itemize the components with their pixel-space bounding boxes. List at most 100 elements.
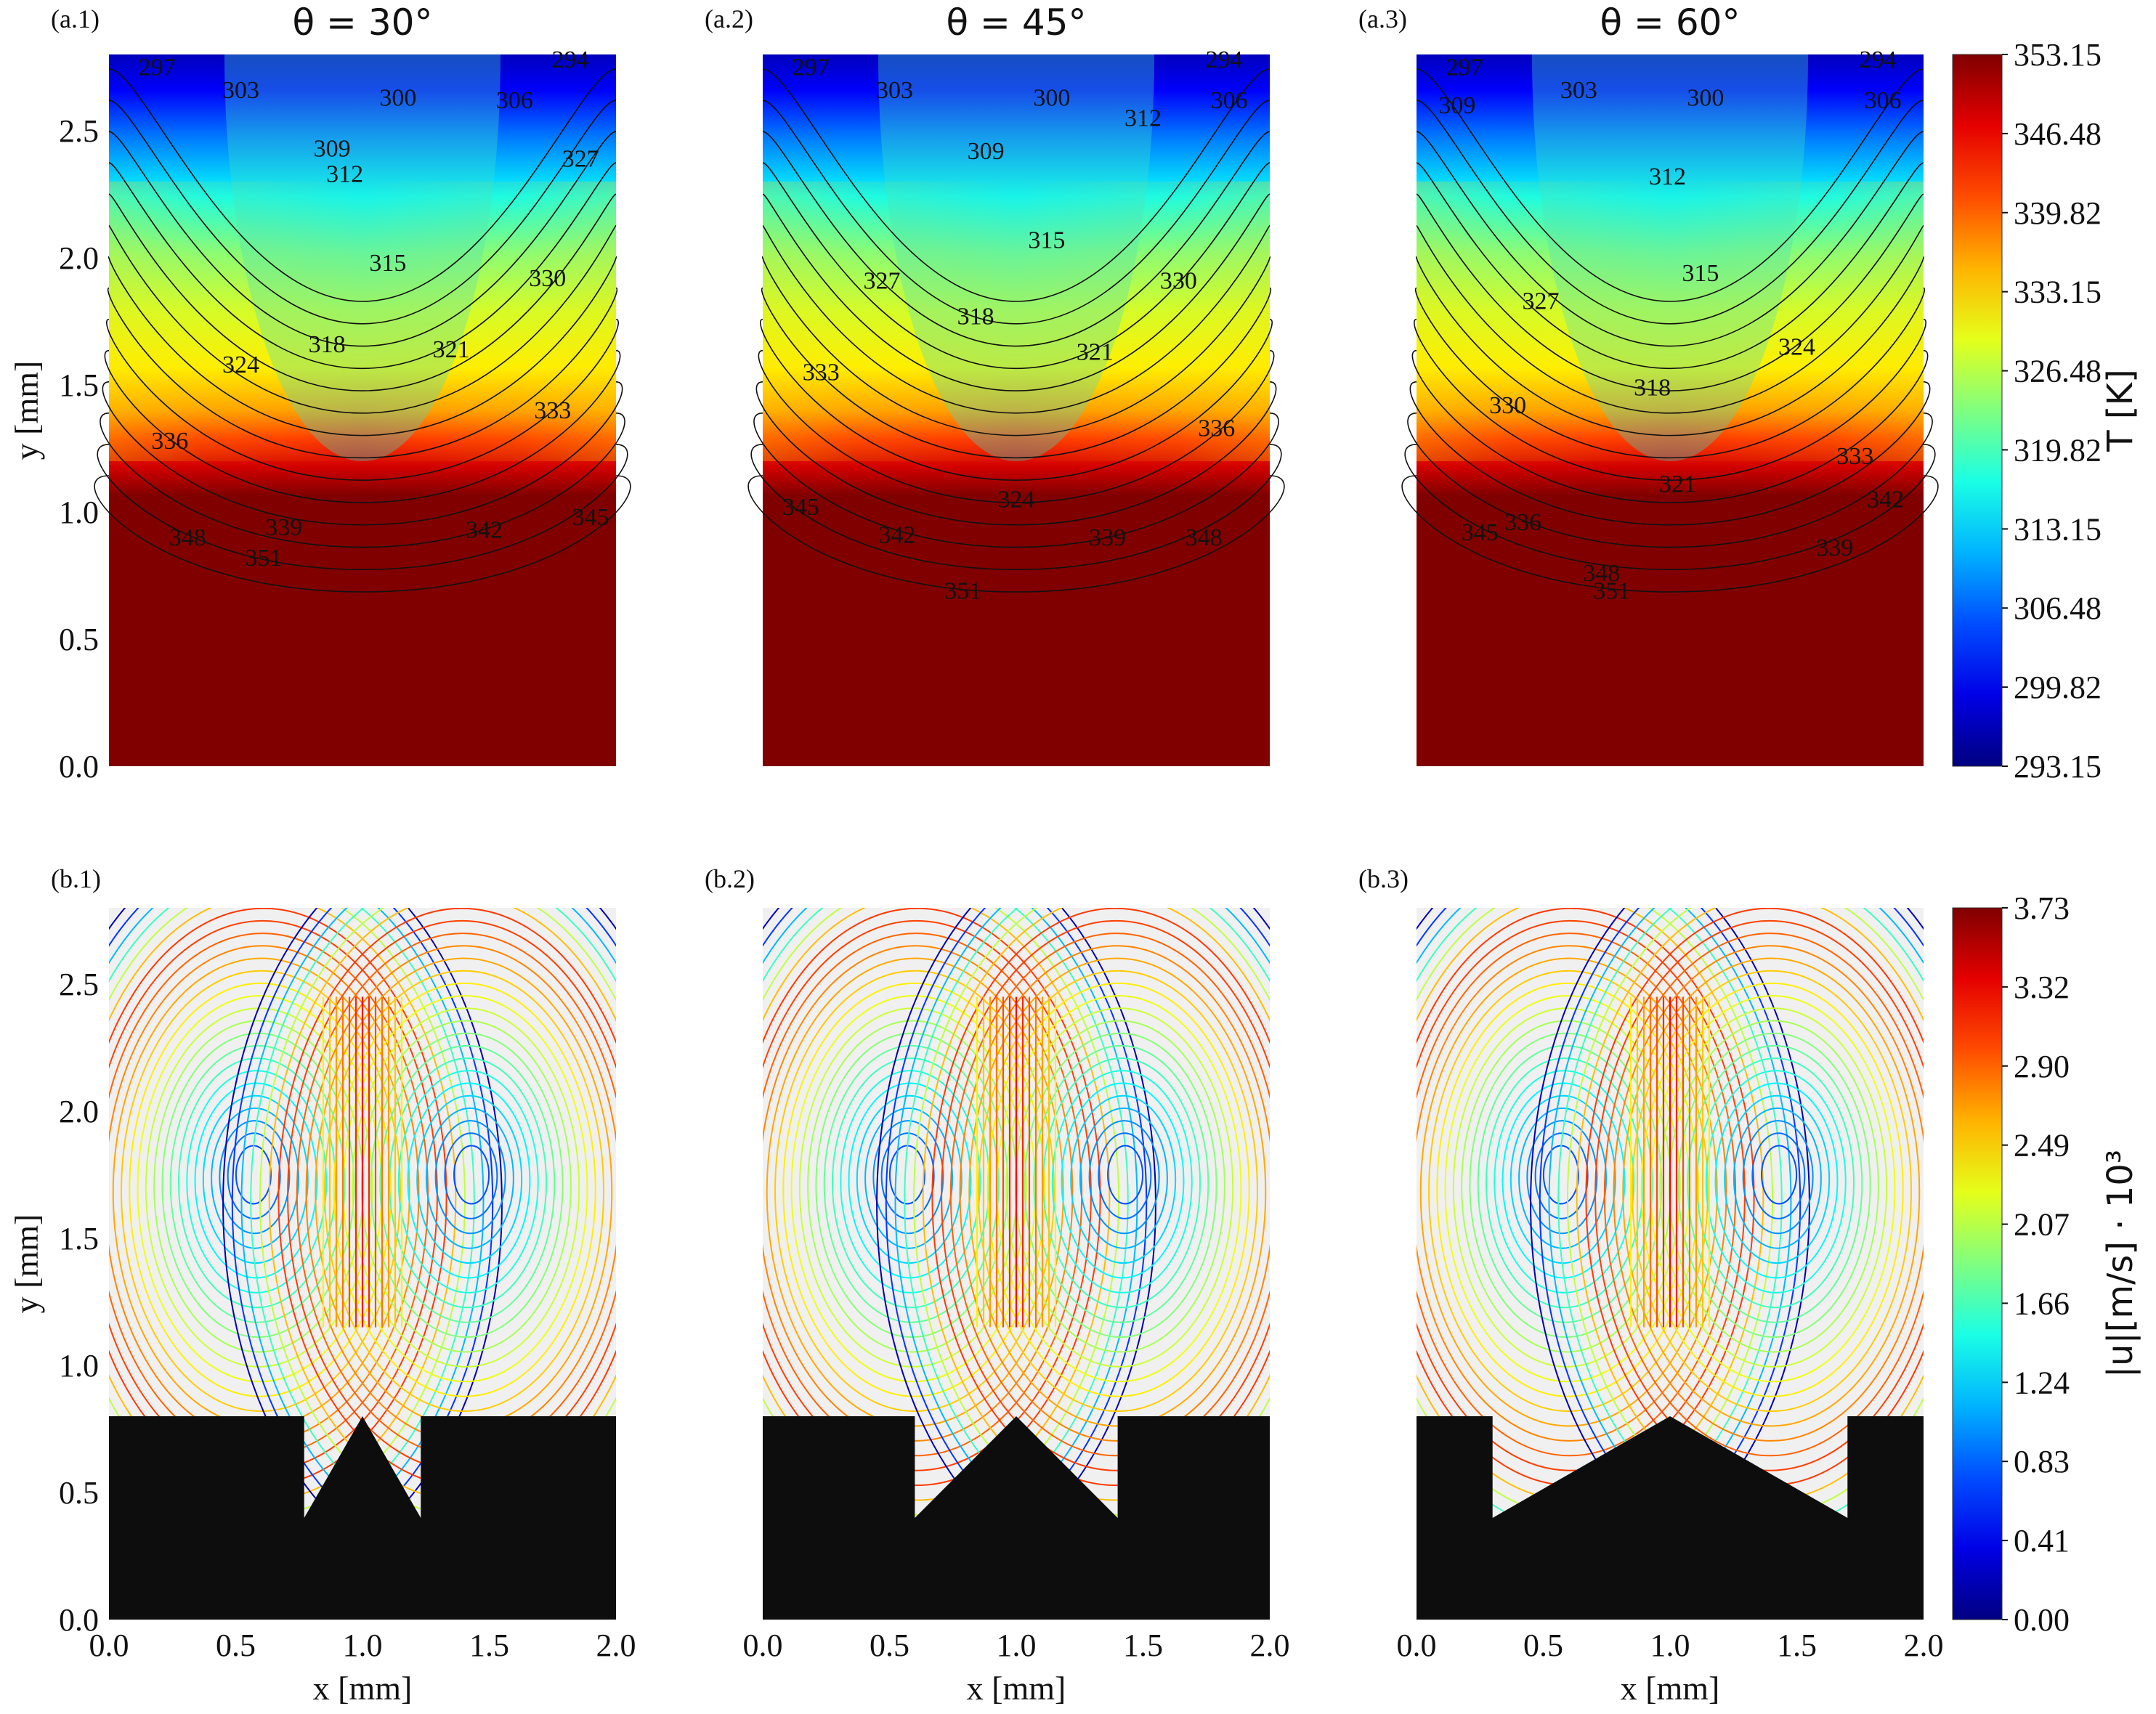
streamline bbox=[782, 982, 1046, 1397]
x-tick-label: 1.5 bbox=[1123, 1628, 1163, 1663]
contour-label: 330 bbox=[529, 265, 566, 292]
contour-label: 327 bbox=[1523, 288, 1560, 315]
contour-label: 345 bbox=[572, 504, 609, 531]
contour-label: 321 bbox=[433, 336, 470, 363]
streamline bbox=[1419, 957, 1718, 1427]
velocity-panel-3 bbox=[1417, 908, 1924, 1620]
streamline bbox=[1005, 1007, 1234, 1368]
y-tick-label: 2.5 bbox=[59, 967, 99, 1002]
velocity-panel-1 bbox=[109, 908, 616, 1620]
streamline bbox=[1659, 1007, 1888, 1368]
isotherm-line bbox=[97, 444, 628, 571]
streamline bbox=[1631, 970, 1912, 1413]
isotherm-line bbox=[760, 318, 1273, 481]
panel-label: (a.1) bbox=[51, 4, 100, 33]
streamline bbox=[941, 920, 1270, 1471]
isotherm-line bbox=[1416, 68, 1924, 302]
isotherm-line bbox=[761, 287, 1272, 459]
colorbar-tick-label: 0.00 bbox=[2014, 1602, 2070, 1638]
contour-label: 342 bbox=[466, 517, 503, 544]
y-tick-label: 1.0 bbox=[59, 1348, 99, 1384]
isotherm-line bbox=[762, 68, 1270, 302]
contour-label: 321 bbox=[1077, 339, 1114, 366]
isotherm-line bbox=[755, 381, 1277, 526]
colorbar-tick-label: 346.48 bbox=[2014, 116, 2102, 152]
warm-edges bbox=[1417, 182, 1924, 461]
streamline bbox=[211, 1107, 300, 1249]
contour-label: 333 bbox=[803, 360, 840, 386]
grooved-wall bbox=[763, 1416, 1270, 1620]
streamline bbox=[1494, 1070, 1635, 1293]
isotherm-line bbox=[762, 99, 1270, 325]
streamline bbox=[968, 957, 1267, 1427]
colorbar-tick-label: 3.32 bbox=[2014, 970, 2070, 1005]
velocity-panel-2 bbox=[763, 908, 1270, 1620]
contour-label: 318 bbox=[309, 331, 346, 358]
isotherm-line bbox=[108, 256, 617, 436]
colorbar-tick-label: 333.15 bbox=[2014, 275, 2102, 310]
isotherm-line bbox=[1416, 131, 1924, 347]
streamline bbox=[425, 1107, 514, 1249]
streamline bbox=[1477, 1044, 1653, 1323]
isotherm-line bbox=[750, 444, 1282, 571]
contour-label: 351 bbox=[944, 578, 981, 605]
streamline bbox=[1436, 982, 1700, 1397]
isotherm-line bbox=[102, 381, 623, 526]
x-tick-label: 0.5 bbox=[216, 1628, 256, 1663]
streamline bbox=[444, 1132, 498, 1219]
x-tick-label: 0.0 bbox=[1397, 1628, 1437, 1663]
streamline bbox=[880, 1132, 935, 1219]
contour-label: 306 bbox=[1211, 87, 1248, 114]
panel-title: θ = 45° bbox=[947, 1, 1087, 44]
contour-label: 297 bbox=[139, 54, 176, 81]
y-tick-label: 0.0 bbox=[59, 749, 99, 784]
contour-label: 330 bbox=[1489, 392, 1526, 419]
x-axis-label: x [mm] bbox=[313, 1670, 413, 1707]
contour-label: 324 bbox=[998, 487, 1035, 513]
streamline bbox=[1724, 1094, 1831, 1264]
colorbars: 353.15 346.48 339.82 333.15 326.48 319.82 313.… bbox=[1952, 37, 2141, 1638]
contour-label: 315 bbox=[369, 250, 406, 277]
y-tick-label: 0.0 bbox=[59, 1602, 99, 1638]
panel-label: (b.2) bbox=[705, 864, 755, 893]
x-axis-label: x [mm] bbox=[1621, 1670, 1720, 1707]
y-tick-label: 2.0 bbox=[59, 1094, 99, 1129]
isotherm-line bbox=[1416, 256, 1924, 436]
streamline bbox=[1742, 1120, 1814, 1235]
streamline bbox=[815, 1032, 1009, 1339]
streamline bbox=[333, 982, 596, 1397]
streamline bbox=[1732, 1107, 1822, 1249]
contour-label: 348 bbox=[1583, 560, 1620, 587]
streamline bbox=[1428, 970, 1709, 1413]
colorbar-label: T [K] bbox=[2100, 369, 2141, 452]
streamline bbox=[986, 982, 1250, 1397]
colorbar-gradient bbox=[1952, 54, 2003, 767]
streamline bbox=[227, 1132, 281, 1219]
isotherm-line bbox=[762, 193, 1270, 391]
contour-label: 330 bbox=[1160, 268, 1197, 295]
contour-label: 300 bbox=[1033, 85, 1070, 112]
contour-label: 333 bbox=[1836, 443, 1873, 470]
streamline bbox=[1051, 1070, 1193, 1293]
contour-label: 351 bbox=[1593, 578, 1630, 605]
isotherm-line bbox=[108, 224, 617, 414]
colorbar-tick-label: 1.24 bbox=[2014, 1365, 2070, 1400]
isotherm-line bbox=[747, 475, 1285, 593]
y-tick-label: 2.0 bbox=[59, 240, 99, 276]
colorbar-tick-label: 2.07 bbox=[2014, 1207, 2070, 1243]
contour-label: 318 bbox=[957, 304, 994, 330]
warm-edges bbox=[763, 182, 1270, 461]
streamline bbox=[161, 1032, 355, 1339]
streamline bbox=[949, 933, 1270, 1457]
panel-title: θ = 30° bbox=[293, 1, 433, 44]
temperature-colorbar: 353.15 346.48 339.82 333.15 326.48 319.82 313.… bbox=[1952, 37, 2141, 784]
streamline bbox=[1534, 1132, 1589, 1219]
y-tick-label: 1.0 bbox=[59, 495, 99, 530]
contour-label: 297 bbox=[793, 54, 830, 81]
streamline bbox=[931, 908, 1270, 1486]
contour-label: 303 bbox=[876, 77, 913, 104]
streamline bbox=[1526, 1120, 1598, 1235]
colorbar-tick-label: 293.15 bbox=[2014, 749, 2102, 784]
contour-label: 309 bbox=[968, 138, 1005, 165]
